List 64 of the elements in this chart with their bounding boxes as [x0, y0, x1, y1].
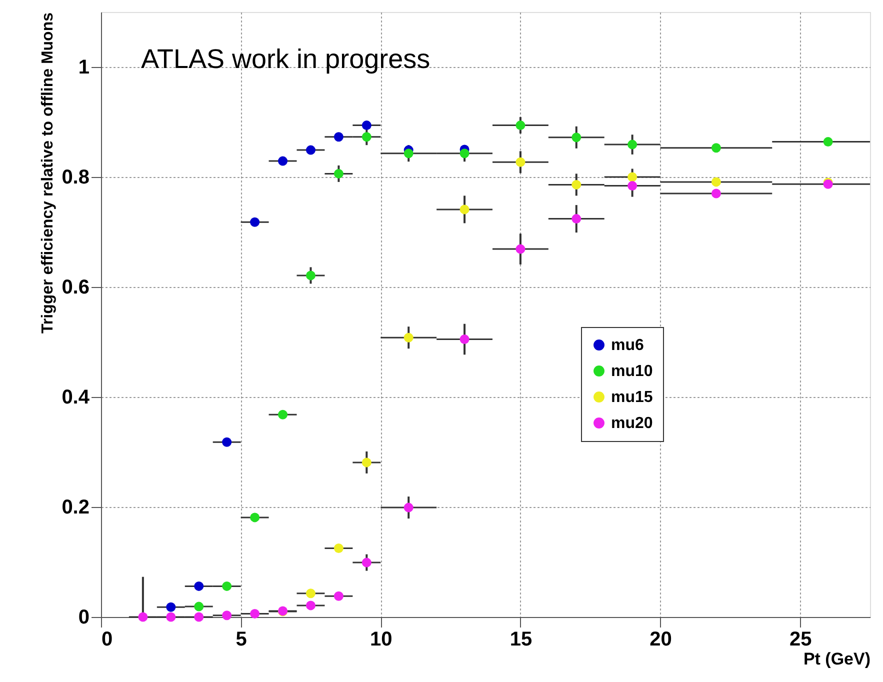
- point: [628, 172, 638, 182]
- point: [250, 512, 260, 522]
- point: [138, 612, 148, 622]
- point: [278, 410, 288, 420]
- point: [194, 581, 204, 591]
- point: [572, 214, 582, 224]
- point: [166, 602, 176, 612]
- point: [334, 591, 344, 601]
- x-tick-label: 0: [102, 628, 113, 650]
- point: [628, 140, 638, 150]
- x-axis-title: Pt (GeV): [803, 650, 870, 668]
- point: [306, 600, 316, 610]
- point: [516, 157, 526, 167]
- point: [250, 217, 260, 227]
- point: [516, 244, 526, 254]
- y-tick-label: 0.4: [62, 386, 90, 408]
- x-tick-label: 10: [370, 628, 392, 650]
- legend-label: mu6: [611, 337, 644, 354]
- legend-label: mu15: [611, 389, 653, 406]
- point: [306, 588, 316, 598]
- point: [362, 132, 372, 142]
- point: [222, 437, 232, 447]
- point: [362, 458, 372, 468]
- point: [460, 148, 470, 158]
- point: [404, 502, 414, 512]
- y-tick-label: 1: [78, 56, 90, 78]
- y-tick-label: 0.2: [62, 496, 90, 518]
- y-tick-label: 0: [78, 606, 90, 628]
- point: [460, 334, 470, 344]
- point: [222, 581, 232, 591]
- point: [306, 145, 316, 155]
- point: [166, 612, 176, 622]
- x-tick-label: 25: [789, 628, 812, 650]
- point: [711, 143, 721, 153]
- point: [194, 602, 204, 612]
- point: [362, 120, 372, 130]
- point: [516, 120, 526, 130]
- legend-label: mu20: [611, 415, 653, 432]
- point: [334, 132, 344, 142]
- annotation: ATLAS work in progress: [141, 44, 430, 74]
- point: [362, 558, 372, 568]
- point: [404, 332, 414, 342]
- point: [572, 132, 582, 142]
- legend-label: mu10: [611, 363, 653, 380]
- x-tick-label: 15: [510, 628, 532, 650]
- point: [711, 177, 721, 187]
- point: [460, 204, 470, 214]
- point: [572, 180, 582, 190]
- point: [278, 156, 288, 166]
- point: [194, 612, 204, 622]
- y-tick-label: 0.6: [62, 276, 90, 298]
- y-axis-title: Trigger efficiency relative to offline Muons: [40, 12, 57, 334]
- point: [334, 168, 344, 178]
- point: [334, 544, 344, 553]
- x-tick-label: 5: [236, 628, 247, 650]
- point: [250, 608, 260, 618]
- point: [628, 181, 638, 191]
- point: [306, 270, 316, 280]
- point: [711, 188, 721, 198]
- point: [823, 137, 833, 147]
- point: [222, 610, 232, 620]
- x-tick-label: 20: [650, 628, 672, 650]
- y-tick-label: 0.8: [62, 166, 90, 188]
- point: [404, 148, 414, 158]
